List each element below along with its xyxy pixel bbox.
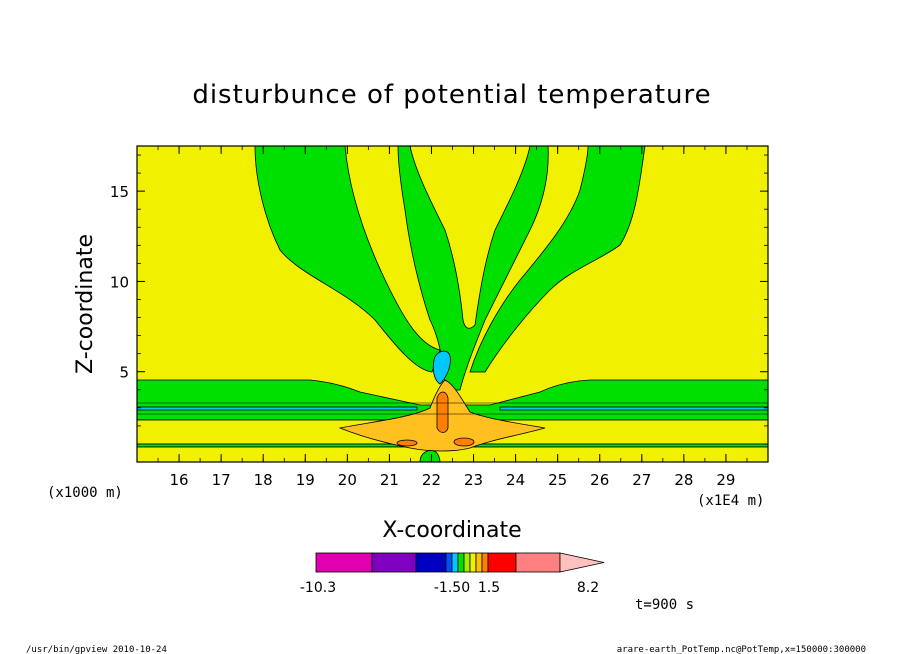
- colorbar-swatch-4: [451, 552, 459, 573]
- contour-red-small-right: [453, 437, 475, 447]
- footer-left: /usr/bin/gpview 2010-10-24: [26, 645, 167, 654]
- contour-green-right: [469, 146, 646, 373]
- colorbar-swatch-8: [475, 552, 483, 573]
- x-tick-label-28: 28: [674, 471, 693, 489]
- colorbar-label-1: -1.50: [434, 580, 470, 596]
- contour-cyan-stripe-left: [137, 406, 418, 411]
- contour-green-left: [254, 146, 441, 373]
- colorbar-label-2: 1.5: [478, 580, 500, 596]
- colorbar-arrow: [559, 552, 605, 573]
- chart-title: disturbunce of potential temperature: [192, 80, 711, 110]
- x-tick-label-29: 29: [716, 471, 735, 489]
- x-tick-label-21: 21: [380, 471, 399, 489]
- colorbar-swatch-11: [515, 552, 561, 573]
- colorbar-labels: -10.3 -1.50 1.5 8.2: [300, 580, 599, 596]
- x-tick-label-17: 17: [212, 471, 231, 489]
- colorbar-label-0: -10.3: [300, 580, 336, 596]
- x-tick-label-24: 24: [506, 471, 525, 489]
- x-unit-label: (x1E4 m): [697, 493, 764, 509]
- x-tick-label-19: 19: [296, 471, 315, 489]
- colorbar-swatch-0: [315, 552, 373, 573]
- x-axis: 16 17 18 19 20 21 22 23 24 25 26 27 28 29: [157, 146, 748, 489]
- colorbar-swatch-6: [463, 552, 471, 573]
- footer-right: arare-earth_PotTemp.nc@PotTemp,x=150000:…: [617, 645, 866, 654]
- y-tick-label-15: 15: [110, 183, 129, 201]
- contour-red-core: [436, 391, 449, 433]
- colorbar-swatch-10: [487, 552, 517, 573]
- x-tick-label-18: 18: [254, 471, 273, 489]
- x-tick-label-22: 22: [422, 471, 441, 489]
- colorbar-swatch-1: [371, 552, 417, 573]
- y-axis-label: Z-coordinate: [73, 234, 98, 374]
- x-tick-label-26: 26: [590, 471, 609, 489]
- x-tick-label-27: 27: [632, 471, 651, 489]
- x-tick-label-25: 25: [548, 471, 567, 489]
- y-tick-label-10: 10: [110, 273, 129, 291]
- y-axis: 5 10 15: [110, 154, 768, 445]
- colorbar-swatch-7: [469, 552, 477, 573]
- colorbar-swatch-3: [445, 552, 453, 573]
- y-tick-label-5: 5: [119, 364, 129, 382]
- colorbar-swatch-9: [481, 552, 489, 573]
- contour-green-surface-spot: [419, 450, 441, 462]
- x-tick-label-23: 23: [464, 471, 483, 489]
- contour-cyan-stripe-right: [499, 406, 768, 411]
- colorbar-label-3: 8.2: [577, 580, 599, 596]
- colorbar-swatch-5: [457, 552, 465, 573]
- x-axis-label: X-coordinate: [382, 518, 521, 543]
- y-unit-label: (x1000 m): [47, 485, 123, 501]
- time-annotation: t=900 s: [635, 597, 694, 613]
- colorbar: [315, 552, 605, 573]
- contour-cyan-blob: [432, 350, 451, 385]
- contour-red-small-left: [396, 439, 418, 447]
- colorbar-swatch-2: [415, 552, 447, 573]
- x-tick-label-16: 16: [170, 471, 189, 489]
- x-tick-label-20: 20: [338, 471, 357, 489]
- contour-yellow-tongue: [409, 146, 531, 329]
- plot-area: [136, 145, 769, 463]
